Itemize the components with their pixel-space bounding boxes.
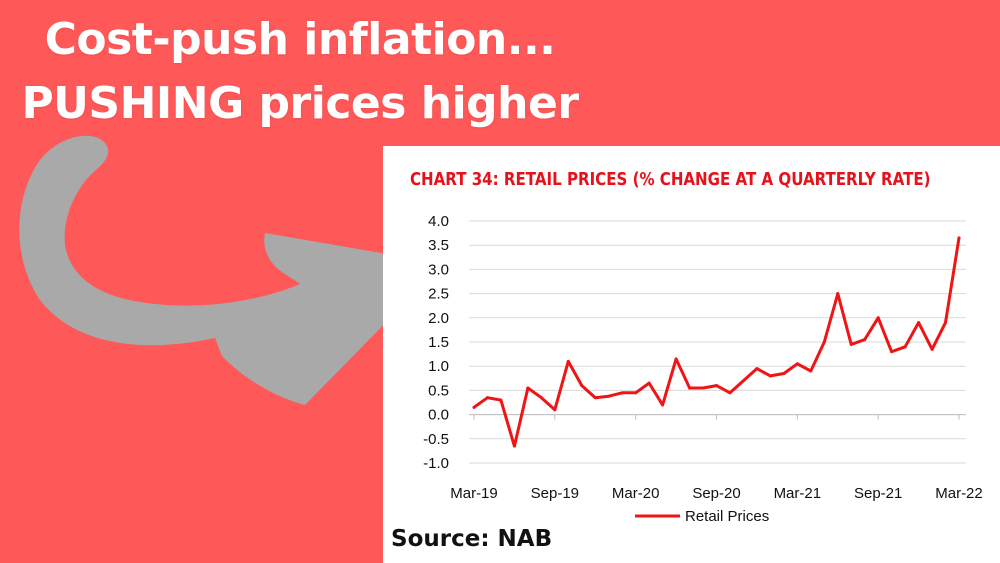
data-point	[620, 391, 624, 395]
data-point	[876, 316, 880, 320]
data-point	[944, 321, 948, 325]
data-point	[863, 338, 867, 342]
y-tick-label: 2.5	[428, 286, 449, 303]
x-tick-label: Mar-19	[450, 485, 498, 502]
data-point	[674, 357, 678, 361]
data-point	[607, 394, 611, 398]
data-point	[715, 384, 718, 388]
headline-line-2: PUSHING prices higher	[21, 78, 579, 129]
chart-panel: CHART 34: RETAIL PRICES (% CHANGE AT A Q…	[383, 146, 1000, 563]
data-point	[903, 345, 907, 349]
y-tick-label: 2.0	[428, 310, 449, 327]
data-point	[809, 369, 813, 373]
y-tick-label: 0.5	[428, 382, 449, 399]
y-tick-label: 1.0	[428, 358, 449, 375]
chart-title: CHART 34: RETAIL PRICES (% CHANGE AT A Q…	[410, 170, 931, 190]
source-label: Source: NAB	[391, 526, 553, 552]
x-tick-label: Sep-21	[854, 485, 902, 502]
data-point	[688, 386, 692, 390]
data-point	[728, 391, 732, 395]
data-point	[768, 374, 772, 378]
data-point	[661, 403, 665, 407]
y-tick-label: 3.0	[428, 261, 449, 278]
y-tick-label: -1.0	[423, 455, 449, 472]
data-point	[539, 396, 543, 400]
data-point	[499, 398, 503, 402]
data-point	[553, 408, 557, 412]
x-tick-label: Mar-21	[774, 485, 822, 502]
data-point	[890, 350, 894, 354]
headline-line-1: Cost-push inflation...	[44, 14, 556, 65]
data-point	[957, 236, 961, 240]
data-point	[647, 381, 651, 385]
data-point	[485, 396, 489, 400]
data-point	[634, 391, 638, 395]
data-point	[755, 367, 759, 371]
data-point	[822, 340, 826, 344]
legend-label: Retail Prices	[685, 508, 769, 525]
data-point	[512, 444, 516, 448]
data-point	[836, 292, 840, 296]
data-point	[580, 384, 584, 388]
y-tick-label: 1.5	[428, 334, 449, 351]
x-tick-label: Sep-20	[692, 485, 740, 502]
data-point	[741, 379, 745, 383]
y-tick-label: 0.0	[428, 407, 449, 424]
data-point	[849, 342, 853, 346]
y-tick-label: -0.5	[423, 431, 449, 448]
data-point	[795, 362, 799, 366]
y-tick-label: 4.0	[428, 213, 449, 230]
y-tick-label: 3.5	[428, 237, 449, 254]
data-point	[593, 396, 597, 400]
data-point	[930, 347, 934, 351]
data-point	[566, 359, 570, 363]
curved-arrow-icon	[19, 135, 411, 406]
data-point	[526, 386, 530, 390]
data-point	[782, 371, 786, 375]
data-point	[701, 386, 705, 390]
x-tick-label: Mar-22	[935, 485, 983, 502]
data-point	[472, 405, 476, 409]
data-point	[917, 321, 921, 325]
x-tick-label: Mar-20	[612, 485, 660, 502]
x-tick-label: Sep-19	[531, 485, 579, 502]
line-chart: 4.0 3.5 3.0 2.5 2.0 1.5 1.0 0.5 0.0 -0.5 -1.0Mar-1…	[423, 213, 983, 525]
